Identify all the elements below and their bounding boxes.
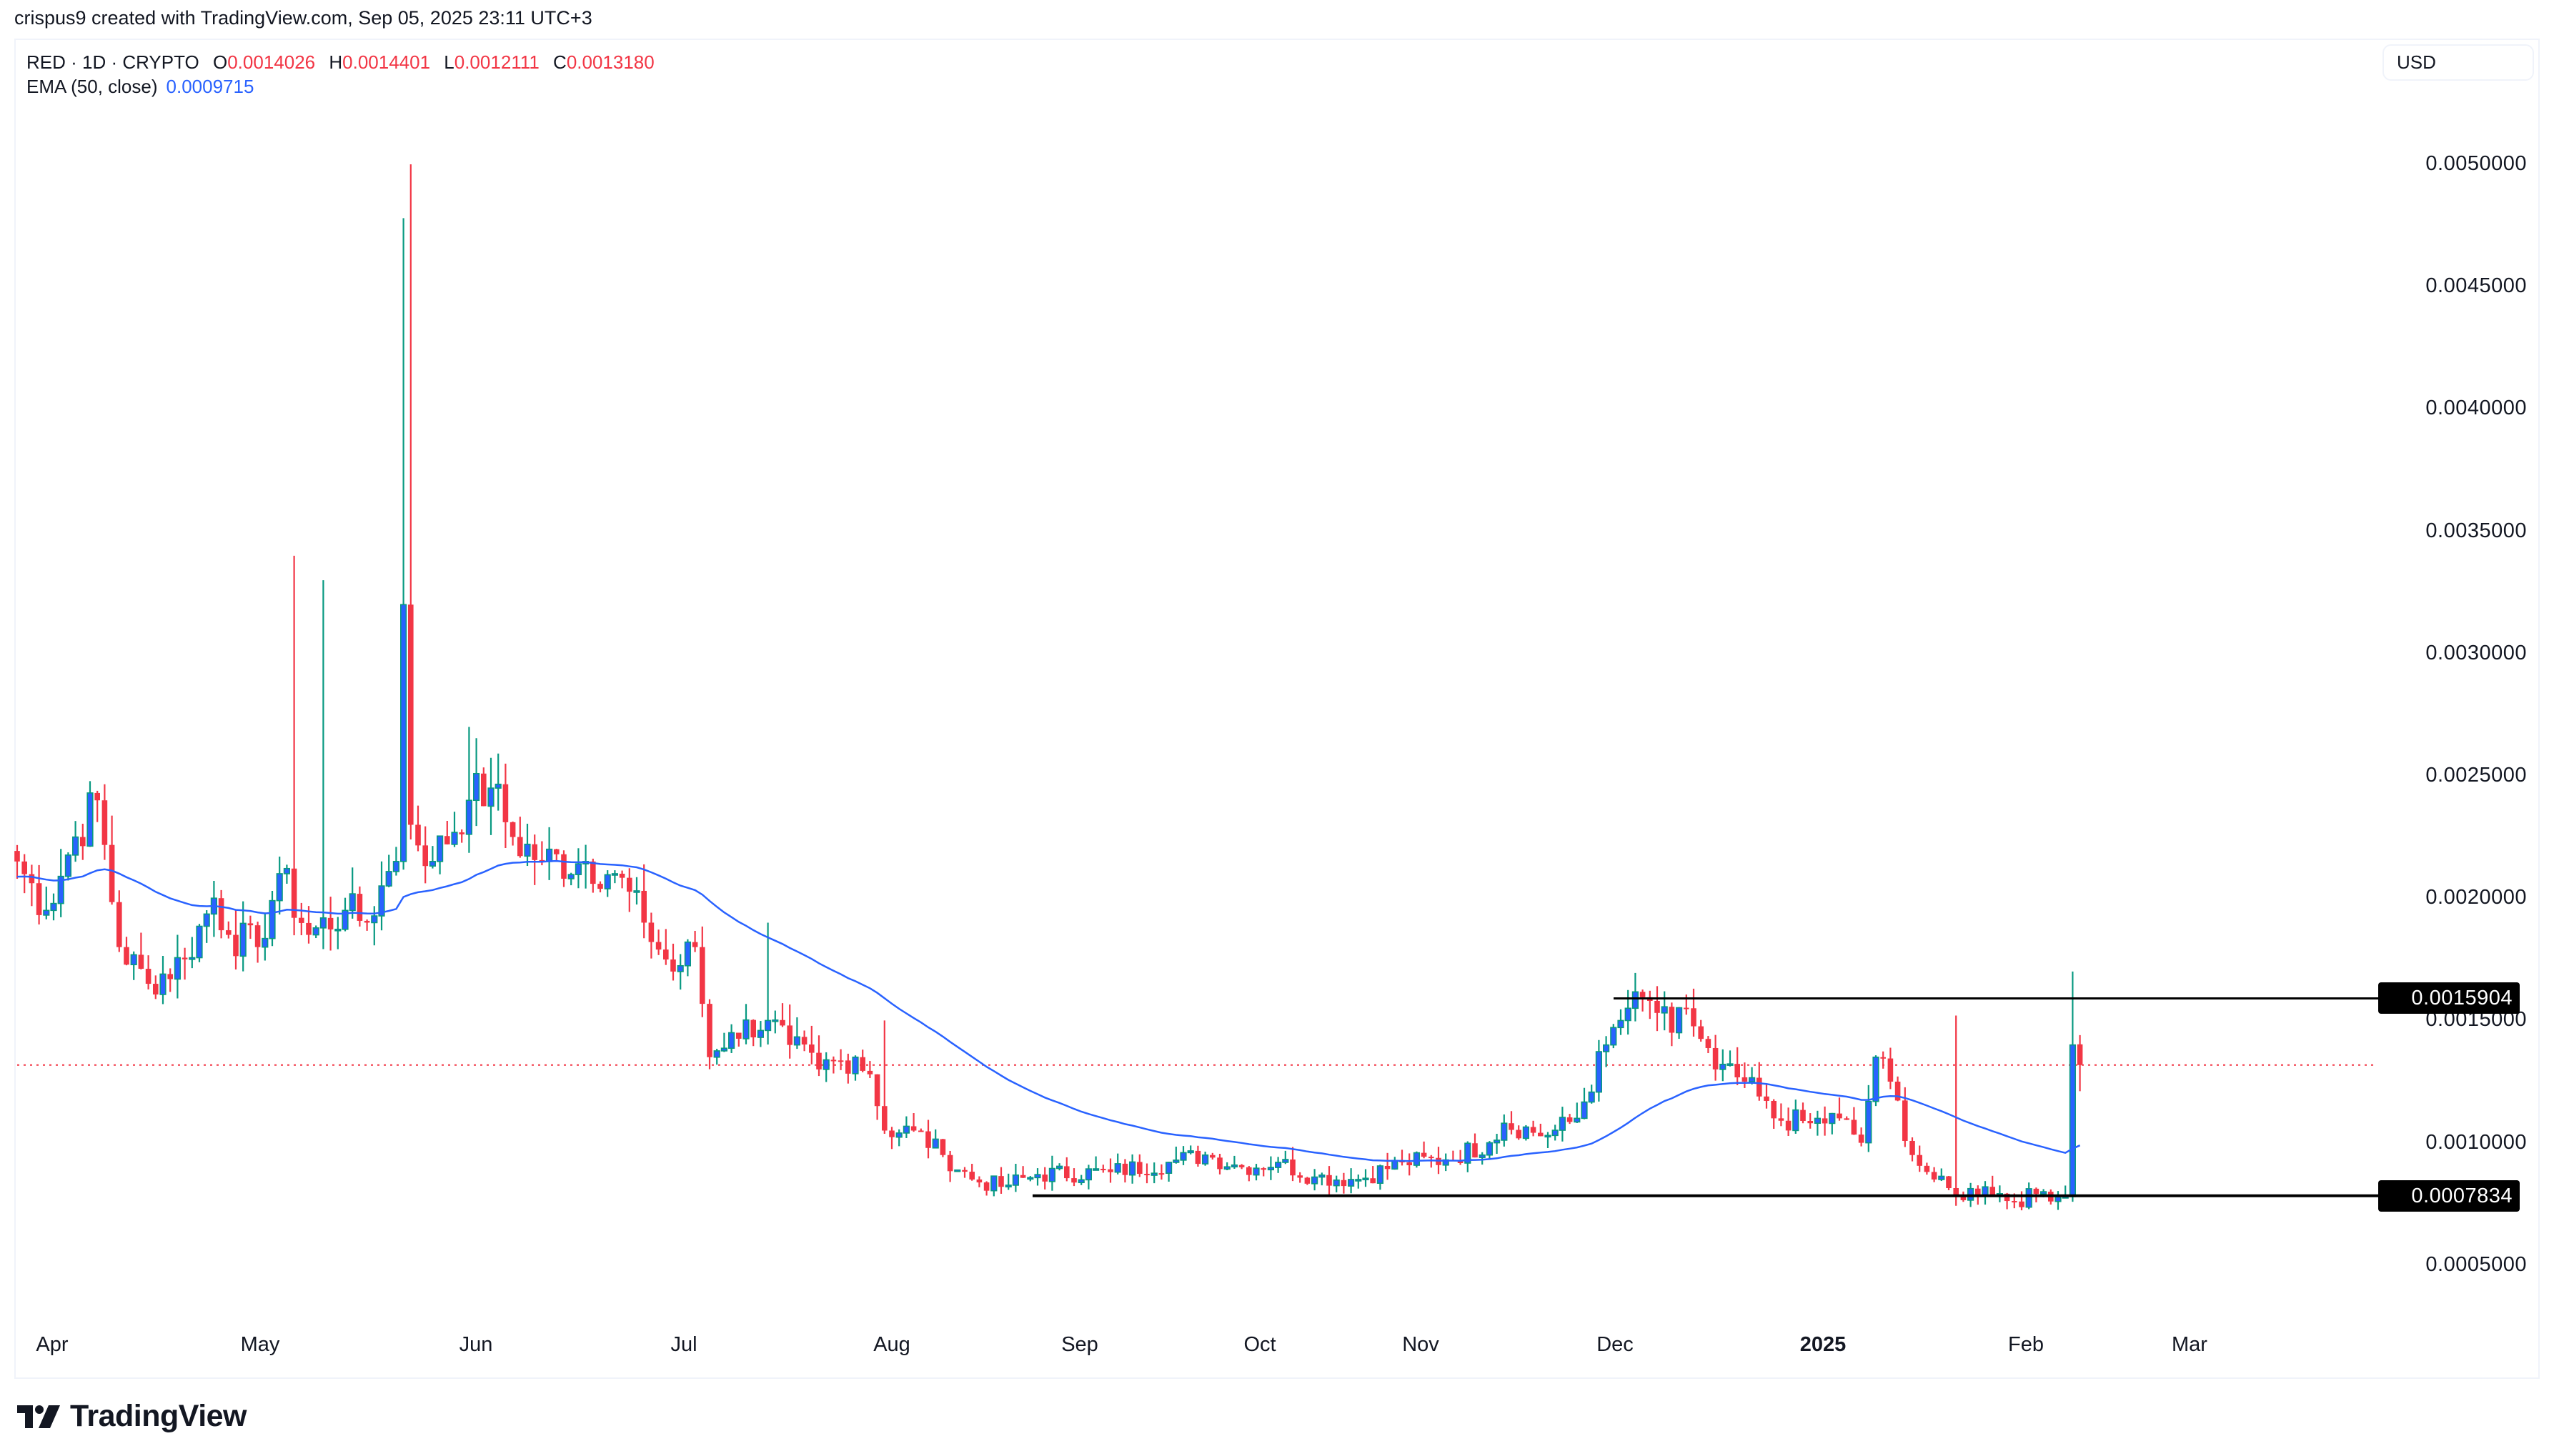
price-tick: 0.0010000 bbox=[2425, 1130, 2527, 1154]
resistance-price-label: 0.0015904 bbox=[2378, 982, 2520, 1014]
price-chart-plot[interactable] bbox=[0, 0, 2554, 1379]
open-label: O bbox=[212, 51, 228, 73]
open-value: 0.0014026 bbox=[227, 51, 316, 73]
ema-row: EMA (50, close) 0.0009715 bbox=[26, 74, 655, 99]
chart-attribution: crispus9 created with TradingView.com, S… bbox=[14, 7, 592, 29]
chart-legend: RED · 1D · CRYPTO O0.0014026 H0.0014401 … bbox=[26, 50, 655, 99]
time-tick: Oct bbox=[1243, 1333, 1276, 1356]
time-tick: Nov bbox=[1402, 1333, 1439, 1356]
time-tick: May bbox=[240, 1333, 280, 1356]
time-tick: Dec bbox=[1596, 1333, 1634, 1356]
high-value: 0.0014401 bbox=[342, 51, 431, 73]
price-tick: 0.0040000 bbox=[2425, 397, 2527, 420]
price-tick: 0.0020000 bbox=[2425, 886, 2527, 909]
tradingview-logo-icon bbox=[17, 1405, 60, 1428]
ema-indicator-name[interactable]: EMA (50, close) bbox=[26, 76, 158, 97]
low-label: L bbox=[444, 51, 454, 73]
price-tick: 0.0050000 bbox=[2425, 152, 2527, 175]
price-tick: 0.0035000 bbox=[2425, 519, 2527, 542]
chart-frame bbox=[14, 39, 2540, 1379]
close-label: C bbox=[553, 51, 567, 73]
support-price-label: 0.0007834 bbox=[2378, 1180, 2520, 1212]
price-tick: 0.0025000 bbox=[2425, 764, 2527, 787]
low-value: 0.0012111 bbox=[454, 51, 540, 73]
time-tick: Sep bbox=[1061, 1333, 1098, 1356]
time-tick: Jun bbox=[459, 1333, 493, 1356]
time-tick: Mar bbox=[2172, 1333, 2207, 1356]
ema-value: 0.0009715 bbox=[166, 76, 254, 97]
currency-button[interactable]: USD bbox=[2382, 44, 2534, 81]
tradingview-logo[interactable]: TradingView bbox=[17, 1399, 247, 1434]
candles bbox=[14, 164, 2083, 1211]
price-tick: 0.0045000 bbox=[2425, 274, 2527, 298]
time-tick: 2025 bbox=[1799, 1333, 1847, 1356]
price-tick: 0.0030000 bbox=[2425, 641, 2527, 664]
high-label: H bbox=[329, 51, 343, 73]
close-value: 0.0013180 bbox=[566, 51, 655, 73]
price-tick: 0.0005000 bbox=[2425, 1252, 2527, 1276]
time-tick: Apr bbox=[36, 1333, 69, 1356]
time-tick: Jul bbox=[670, 1333, 697, 1356]
time-tick: Feb bbox=[2008, 1333, 2044, 1356]
ema-50-line bbox=[16, 859, 2081, 1162]
symbol-name[interactable]: RED · 1D · CRYPTO bbox=[26, 51, 199, 73]
time-tick: Aug bbox=[873, 1333, 910, 1356]
ohlc-row: RED · 1D · CRYPTO O0.0014026 H0.0014401 … bbox=[26, 50, 655, 74]
tradingview-logo-text: TradingView bbox=[70, 1399, 247, 1433]
